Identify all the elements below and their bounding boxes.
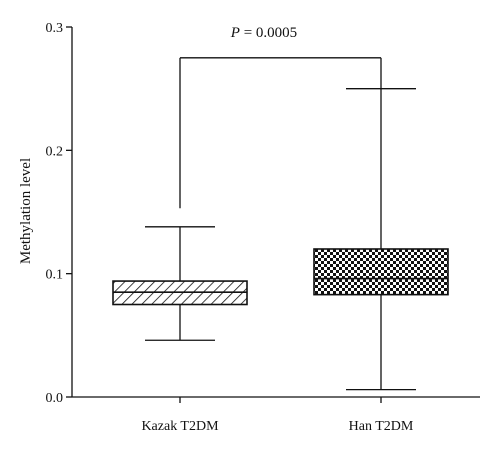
y-tick-label-2: 0.2 — [46, 144, 64, 159]
y-axis-label: Methylation level — [18, 158, 34, 264]
iqr-box — [313, 248, 449, 296]
y-tick-label-1: 0.1 — [46, 268, 64, 283]
significance-bracket — [179, 57, 382, 209]
x-category-label-kazak: Kazak T2DM — [141, 419, 219, 434]
p-value-symbol: P — [230, 25, 240, 41]
box-marks — [112, 57, 449, 391]
x-category-label-han: Han T2DM — [349, 419, 414, 434]
p-value-text: = 0.0005 — [240, 25, 297, 41]
box-group-kazak — [112, 226, 248, 341]
y-tick-label-0: 0.0 — [46, 391, 64, 406]
p-value-annotation: P = 0.0005 — [230, 25, 297, 41]
y-tick-label-3: 0.3 — [46, 21, 64, 36]
axes: 0.0 0.1 0.2 0.3 — [46, 21, 480, 406]
box-group-han — [313, 88, 449, 391]
